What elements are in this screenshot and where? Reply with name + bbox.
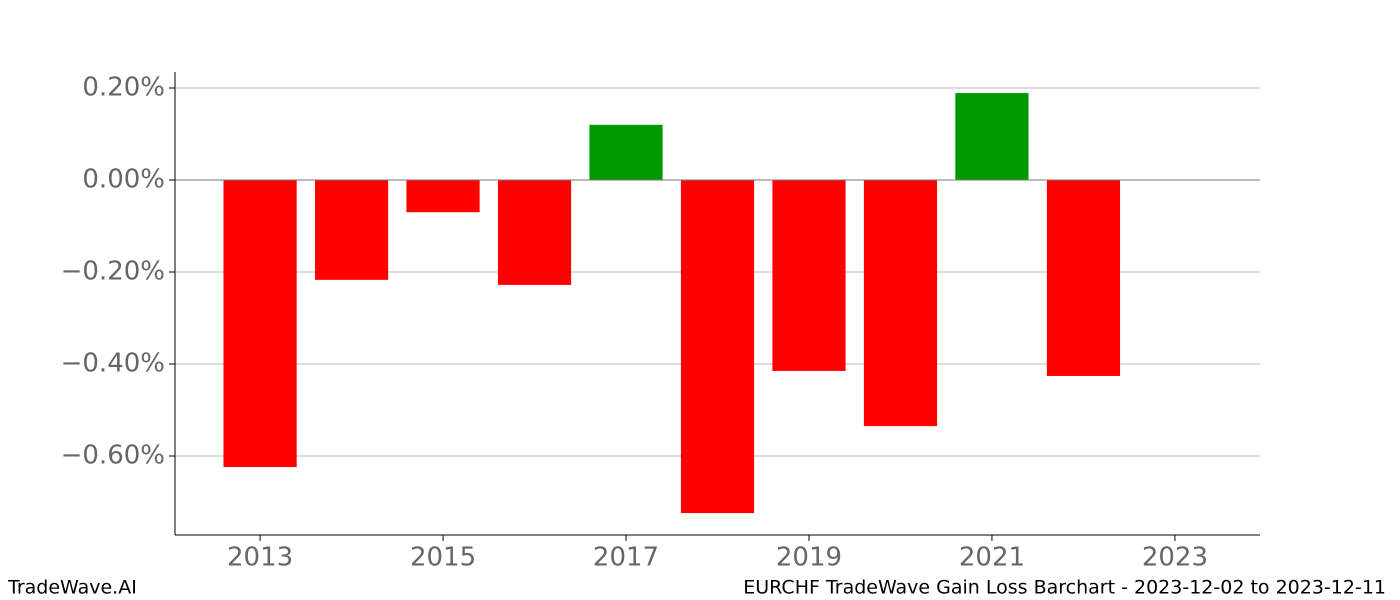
footer-right: EURCHF TradeWave Gain Loss Barchart - 20… [743, 577, 1386, 599]
y-tick-label: −0.40% [61, 349, 165, 379]
x-tick-label: 2021 [959, 543, 1025, 573]
x-tick-label: 2017 [593, 543, 659, 573]
bar [497, 180, 572, 285]
bar [680, 180, 755, 514]
bar [863, 180, 938, 427]
x-tick-label: 2019 [776, 543, 842, 573]
bar [589, 124, 663, 181]
bar [955, 93, 1029, 181]
bar [1046, 180, 1121, 376]
y-tick-label: −0.60% [61, 441, 165, 471]
bar [406, 180, 480, 213]
bar [772, 180, 846, 371]
x-tick-label: 2015 [410, 543, 476, 573]
x-tick-label: 2023 [1142, 543, 1208, 573]
y-tick-label: 0.20% [82, 73, 165, 103]
footer-left: TradeWave.AI [7, 577, 137, 599]
y-tick-label: −0.20% [61, 257, 165, 287]
x-tick-label: 2013 [227, 543, 293, 573]
bar [223, 180, 297, 468]
bar [314, 180, 389, 280]
y-tick-label: 0.00% [82, 165, 165, 195]
